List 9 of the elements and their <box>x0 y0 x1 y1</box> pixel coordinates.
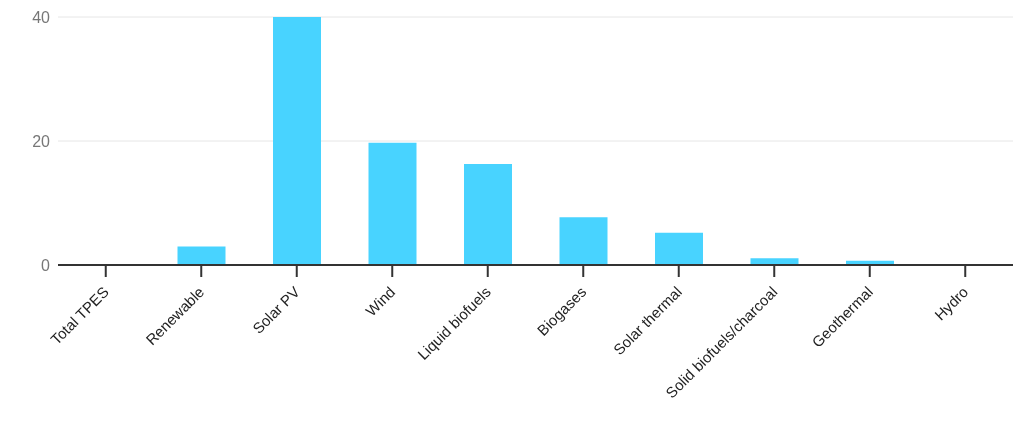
bar <box>177 246 226 265</box>
bar <box>464 163 512 265</box>
bar <box>559 217 608 265</box>
bar <box>273 17 321 265</box>
y-tick-label: 20 <box>32 132 51 150</box>
y-tick-label: 0 <box>41 256 51 274</box>
bar <box>655 232 703 265</box>
bar <box>368 142 417 265</box>
y-tick-label: 40 <box>32 8 51 26</box>
